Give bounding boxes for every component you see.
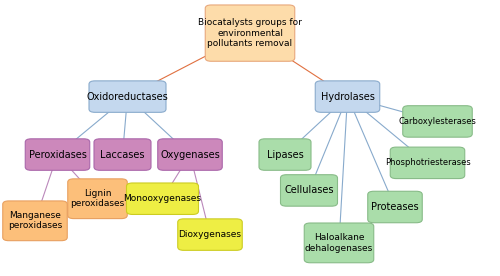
Text: Oxygenases: Oxygenases bbox=[160, 150, 220, 160]
Text: Lignin
peroxidases: Lignin peroxidases bbox=[70, 189, 124, 208]
FancyBboxPatch shape bbox=[94, 139, 151, 170]
Text: Lipases: Lipases bbox=[266, 150, 304, 160]
Text: Proteases: Proteases bbox=[371, 202, 419, 212]
FancyBboxPatch shape bbox=[178, 219, 242, 250]
Text: Laccases: Laccases bbox=[100, 150, 145, 160]
FancyBboxPatch shape bbox=[304, 223, 374, 263]
FancyBboxPatch shape bbox=[89, 81, 166, 112]
FancyBboxPatch shape bbox=[280, 175, 338, 206]
Text: Oxidoreductases: Oxidoreductases bbox=[86, 92, 168, 102]
FancyBboxPatch shape bbox=[68, 179, 127, 219]
FancyBboxPatch shape bbox=[158, 139, 222, 170]
FancyBboxPatch shape bbox=[126, 183, 198, 214]
Text: Haloalkane
dehalogenases: Haloalkane dehalogenases bbox=[305, 233, 373, 253]
FancyBboxPatch shape bbox=[368, 191, 422, 223]
Text: Hydrolases: Hydrolases bbox=[320, 92, 374, 102]
Text: Phosphotriesterases: Phosphotriesterases bbox=[384, 158, 470, 167]
FancyBboxPatch shape bbox=[403, 106, 472, 137]
FancyBboxPatch shape bbox=[259, 139, 311, 170]
Text: Biocatalysts groups for
environmental
pollutants removal: Biocatalysts groups for environmental po… bbox=[198, 18, 302, 48]
FancyBboxPatch shape bbox=[316, 81, 380, 112]
FancyBboxPatch shape bbox=[25, 139, 90, 170]
Text: Peroxidases: Peroxidases bbox=[28, 150, 86, 160]
Text: Cellulases: Cellulases bbox=[284, 185, 334, 195]
Text: Monooxygenases: Monooxygenases bbox=[124, 194, 202, 203]
Text: Manganese
peroxidases: Manganese peroxidases bbox=[8, 211, 62, 230]
FancyBboxPatch shape bbox=[3, 201, 67, 241]
Text: Carboxylesterases: Carboxylesterases bbox=[398, 117, 476, 126]
Text: Dioxygenases: Dioxygenases bbox=[178, 230, 242, 239]
FancyBboxPatch shape bbox=[206, 5, 294, 61]
FancyBboxPatch shape bbox=[390, 147, 465, 179]
